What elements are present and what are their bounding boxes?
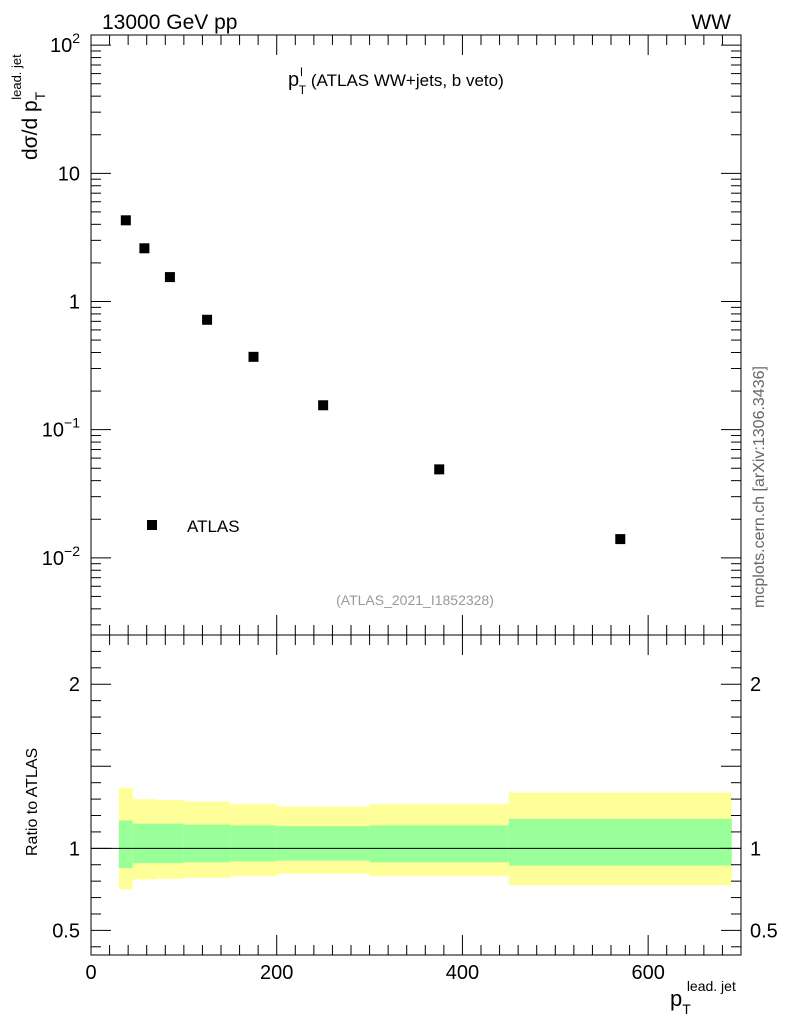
data-point — [318, 400, 329, 411]
main-y-tick-label: 10−2 — [42, 543, 80, 570]
legend-label: ATLAS — [187, 517, 240, 536]
ratio-y-tick-label-right: 0.5 — [750, 920, 778, 942]
inner-band-bin — [132, 823, 156, 864]
x-tick-label: 0 — [85, 962, 96, 984]
main-y-tick-label: 10 — [58, 163, 80, 185]
analysis-label: (ATLAS_2021_I1852328) — [336, 592, 494, 608]
main-plot-frame — [90, 34, 742, 636]
data-point — [120, 215, 131, 226]
ratio-y-tick-label-left: 0.5 — [52, 920, 80, 942]
legend-marker — [147, 520, 157, 530]
x-axis-label: pTlead. jet — [670, 978, 736, 1017]
plot-title-p: p — [288, 69, 299, 91]
plot-title: pl T (ATLAS WW+jets, b veto) — [288, 65, 504, 97]
data-point — [164, 272, 175, 283]
main-y-tick-label: 102 — [50, 30, 80, 57]
data-points — [120, 215, 626, 545]
ratio-y-tick-label-left: 1 — [69, 838, 80, 860]
main-y-tick-label: 1 — [69, 291, 80, 313]
plot-title-rest: (ATLAS WW+jets, b veto) — [306, 71, 504, 90]
data-point — [248, 351, 259, 362]
ratio-plot-frame — [90, 634, 742, 956]
main-y-axis-label-sup: lead. jet — [9, 54, 24, 100]
main-y-axis-label-sub: T — [32, 91, 48, 100]
header-process: WW — [691, 11, 731, 34]
x-axis-label-sup: lead. jet — [687, 978, 736, 994]
watermark: mcplots.cern.ch [arXiv:1306.3436] — [751, 366, 768, 608]
x-tick-label: 600 — [631, 962, 664, 984]
x-axis-label-main: p — [670, 986, 682, 1011]
inner-band-bin — [183, 824, 231, 863]
ratio-y-tick-labels: 0.5 0.5 1 1 2 2 — [52, 674, 778, 942]
main-y-axis-label-main: dσ/d p — [19, 100, 42, 160]
data-point — [202, 314, 213, 325]
inner-band-bin — [230, 825, 277, 862]
data-point — [434, 464, 445, 475]
ratio-bands — [118, 787, 732, 890]
inner-band-bin — [369, 825, 509, 863]
data-point — [139, 243, 150, 254]
x-axis-label-sub: T — [682, 1001, 691, 1017]
plot-title-sub: T — [299, 83, 307, 97]
ratio-y-tick-label-right: 2 — [750, 674, 761, 696]
plot-title-sup: l — [300, 65, 303, 79]
inner-band-bin — [508, 818, 732, 866]
axis-ticks — [90, 35, 742, 955]
header-energy: 13000 GeV pp — [102, 11, 237, 34]
main-y-axis-label: dσ/d pTlead. jet — [9, 54, 48, 160]
x-tick-labels: 0 200 400 600 — [85, 962, 664, 984]
inner-band-bin — [276, 826, 370, 861]
ratio-y-tick-label-right: 1 — [750, 838, 761, 860]
data-point — [615, 534, 626, 545]
inner-band-bin — [156, 823, 184, 864]
main-y-tick-labels: 10−2 10−1 1 10 102 — [42, 30, 80, 570]
x-tick-label: 200 — [260, 962, 293, 984]
ratio-y-tick-label-left: 2 — [69, 674, 80, 696]
x-tick-label: 400 — [446, 962, 479, 984]
inner-band-bin — [118, 820, 133, 869]
main-y-tick-label: 10−1 — [42, 415, 80, 442]
ratio-y-axis-label: Ratio to ATLAS — [24, 748, 41, 856]
